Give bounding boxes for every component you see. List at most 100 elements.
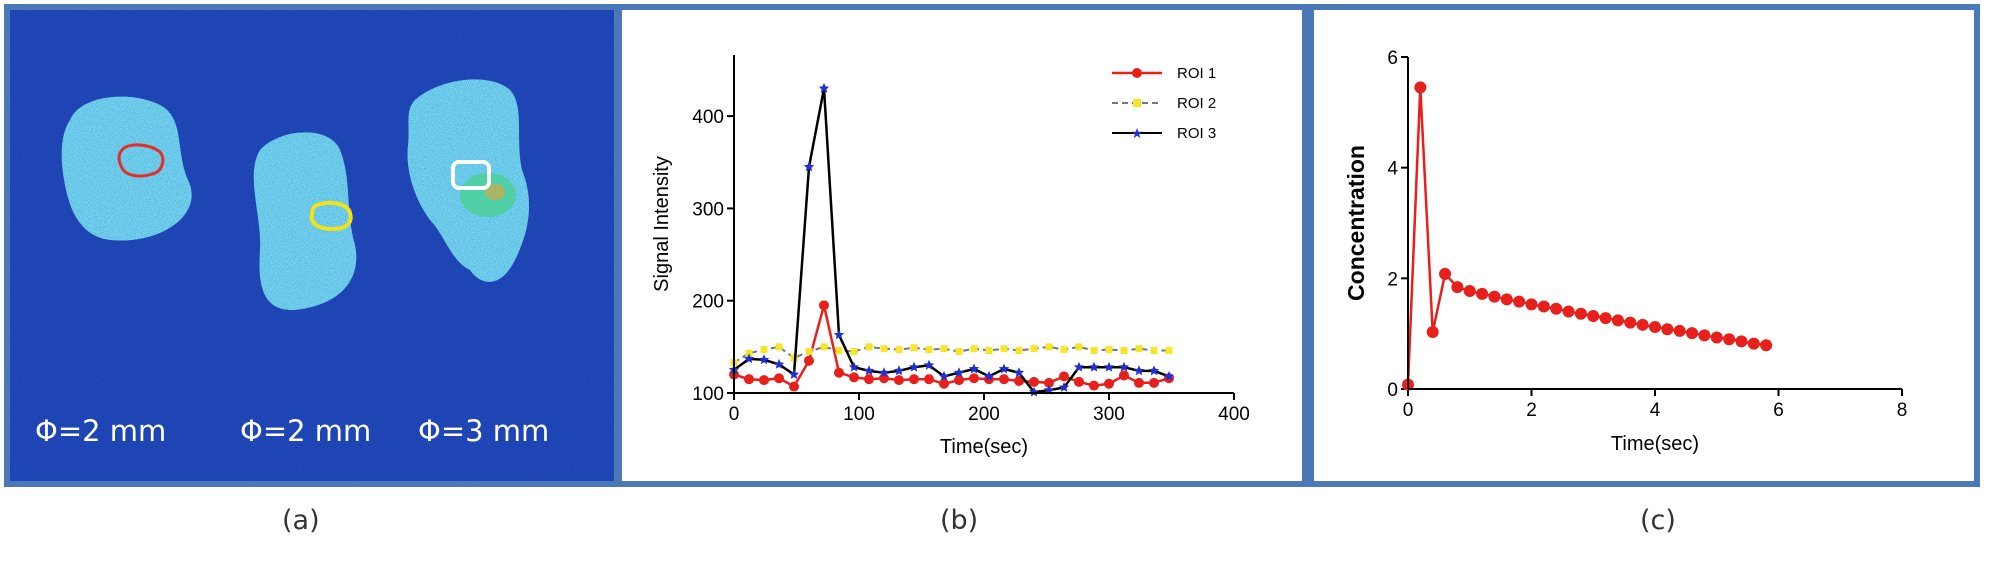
data-point-roi-2 xyxy=(1015,347,1023,355)
x-tick-label: 100 xyxy=(843,404,875,425)
data-point-roi-1 xyxy=(759,375,769,386)
y-tick-label: 2 xyxy=(1387,269,1398,290)
panel-c-frame: 0 2 4 6 8 0 2 4 6 Time(sec) Concentration xyxy=(1308,4,1980,487)
data-point-roi-2 xyxy=(1090,347,1098,355)
data-point-concentration xyxy=(1710,331,1723,344)
x-tick-label: 200 xyxy=(968,404,1000,425)
data-point-concentration xyxy=(1723,333,1736,346)
data-point-roi-2 xyxy=(1060,346,1068,354)
data-point-roi-1 xyxy=(1029,376,1039,387)
data-point-roi-1 xyxy=(1149,377,1159,388)
y-tick-label: 400 xyxy=(692,107,724,128)
data-point-roi-3 xyxy=(1148,365,1160,376)
data-point-roi-3 xyxy=(788,369,800,379)
data-point-roi-3 xyxy=(983,370,995,381)
data-point-roi-3 xyxy=(1073,361,1085,372)
y-tick-label: 0 xyxy=(1387,380,1398,401)
data-point-roi-1 xyxy=(774,373,784,384)
data-point-roi-3 xyxy=(1028,386,1040,397)
data-point-roi-3 xyxy=(1013,367,1025,378)
data-point-concentration xyxy=(1747,337,1760,350)
diameter-label-1: Φ=2 mm xyxy=(35,414,166,448)
x-tick-label: 0 xyxy=(1403,400,1414,421)
data-point-roi-3 xyxy=(878,367,890,378)
diameter-label-2: Φ=2 mm xyxy=(240,414,371,448)
x-tick-label: 300 xyxy=(1093,404,1125,425)
data-point-roi-1 xyxy=(834,367,844,378)
data-point-roi-3 xyxy=(953,367,965,378)
data-point-roi-2 xyxy=(775,343,783,351)
data-point-concentration xyxy=(1673,324,1686,337)
mri-image: Φ=2 mm Φ=2 mm Φ=3 mm xyxy=(10,10,614,481)
data-point-roi-3 xyxy=(848,361,860,372)
data-point-roi-2 xyxy=(850,347,858,355)
data-point-roi-1 xyxy=(954,375,964,386)
data-point-roi-1 xyxy=(1089,380,1099,391)
data-point-concentration xyxy=(1562,305,1575,318)
data-point-roi-2 xyxy=(895,346,903,354)
data-point-roi-3 xyxy=(1118,361,1130,372)
data-point-concentration xyxy=(1488,290,1501,303)
data-point-roi-1 xyxy=(1119,370,1129,381)
x-tick-label: 2 xyxy=(1526,400,1537,421)
data-point-roi-3 xyxy=(1058,382,1070,392)
data-point-concentration xyxy=(1661,323,1674,336)
data-point-roi-3 xyxy=(818,82,830,93)
data-point-concentration xyxy=(1426,326,1439,339)
data-point-concentration xyxy=(1500,293,1513,306)
caption-b: (b) xyxy=(940,505,979,536)
data-point-roi-2 xyxy=(1045,343,1053,351)
y-tick-label: 200 xyxy=(692,292,724,313)
data-point-roi-1 xyxy=(1044,377,1054,388)
data-point-concentration xyxy=(1760,339,1773,352)
legend-entry-roi-1: ROI 1 xyxy=(1112,65,1216,82)
phantom-1 xyxy=(61,96,192,241)
y-axis-label: Signal Intensity xyxy=(651,156,673,292)
data-point-roi-2 xyxy=(1075,343,1083,351)
data-point-roi-3 xyxy=(773,358,785,369)
y-tick-label: 4 xyxy=(1387,159,1398,180)
data-point-roi-3 xyxy=(1088,361,1100,372)
data-point-concentration xyxy=(1513,295,1526,308)
data-point-roi-1 xyxy=(789,381,799,392)
x-tick-label: 8 xyxy=(1897,400,1908,421)
concentration-chart: 0 2 4 6 8 0 2 4 6 Time(sec) Concentration xyxy=(1343,48,1908,455)
panel-a-frame: Φ=2 mm Φ=2 mm Φ=3 mm xyxy=(4,4,620,487)
data-point-roi-1 xyxy=(909,374,919,385)
data-point-roi-3 xyxy=(1163,370,1175,381)
data-point-concentration xyxy=(1735,335,1748,348)
panel-b-frame: 0 100 200 300 400 100 200 300 400 Time(sec) Sign… xyxy=(616,4,1308,487)
roi-2-outline xyxy=(309,200,353,232)
data-point-roi-1 xyxy=(1014,376,1024,387)
data-point-roi-2 xyxy=(745,349,753,357)
data-point-roi-2 xyxy=(865,343,873,351)
legend-entry-roi-3: ★ ROI 3 xyxy=(1112,125,1216,142)
data-point-roi-3 xyxy=(833,329,845,340)
data-point-concentration xyxy=(1537,300,1550,313)
x-tick-label: 400 xyxy=(1218,404,1250,425)
data-point-roi-1 xyxy=(939,378,949,389)
data-point-concentration xyxy=(1698,329,1711,342)
data-point-concentration xyxy=(1525,298,1538,311)
data-point-roi-2 xyxy=(940,345,948,353)
data-point-concentration xyxy=(1624,316,1637,329)
data-point-roi-1 xyxy=(864,374,874,385)
phantom-2 xyxy=(253,132,357,311)
x-tick-label: 4 xyxy=(1650,400,1661,421)
data-point-roi-3 xyxy=(758,354,770,365)
data-point-roi-3 xyxy=(998,363,1010,374)
data-point-roi-3 xyxy=(893,365,905,376)
y-axis-label: Concentration xyxy=(1343,145,1369,301)
diameter-label-3: Φ=3 mm xyxy=(418,414,549,448)
data-point-roi-3 xyxy=(1103,361,1115,372)
data-point-roi-2 xyxy=(910,344,918,352)
data-point-roi-1 xyxy=(744,374,754,385)
data-point-concentration xyxy=(1611,314,1624,327)
data-point-roi-2 xyxy=(955,347,963,355)
roi-1-outline xyxy=(117,143,165,178)
data-point-concentration xyxy=(1649,321,1661,334)
data-point-concentration xyxy=(1463,285,1476,298)
data-point-roi-2 xyxy=(1150,347,1158,355)
data-point-roi-3 xyxy=(968,363,980,374)
caption-c: (c) xyxy=(1640,505,1676,536)
